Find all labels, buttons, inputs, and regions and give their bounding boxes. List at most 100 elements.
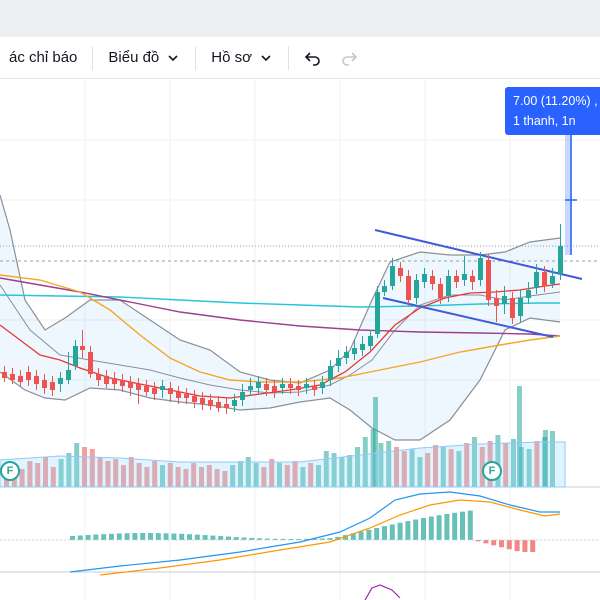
chevron-down-icon: [261, 54, 271, 61]
macd-bar: [335, 536, 341, 540]
candle-body: [304, 384, 309, 388]
macd-bar: [499, 540, 504, 548]
macd-bar: [405, 521, 411, 540]
volume-bar: [144, 467, 150, 487]
candle-body: [382, 286, 387, 292]
candle-body: [240, 392, 245, 400]
macd-line: [69, 491, 560, 573]
volume-bar: [222, 471, 228, 487]
macd-bar: [70, 536, 75, 540]
candle-body: [128, 382, 133, 388]
candle-body: [120, 380, 125, 386]
candle-body: [296, 386, 301, 390]
candle-body: [414, 280, 419, 298]
macd-bar: [280, 538, 286, 540]
candle-body: [288, 384, 293, 388]
macd-bar: [179, 533, 185, 540]
macd-bar: [460, 511, 465, 540]
volume-bar: [89, 449, 95, 487]
candle-body: [550, 276, 555, 284]
volume-bar: [339, 457, 345, 487]
macd-bar: [101, 534, 107, 540]
candle-body: [368, 336, 373, 346]
volume-bar: [261, 467, 267, 487]
candle-body: [168, 388, 173, 394]
volume-bar: [401, 451, 407, 487]
redo-button[interactable]: [331, 43, 367, 73]
candle-body: [42, 380, 47, 388]
macd-bar: [140, 533, 146, 540]
volume-bar: [230, 465, 236, 487]
measure-bars-text: 1 thanh, 1n: [513, 114, 576, 128]
macd-bar: [452, 512, 458, 540]
price-chart[interactable]: [0, 80, 600, 600]
candle-body: [208, 400, 213, 406]
candle-body: [112, 378, 117, 384]
rsi-line: [364, 584, 401, 600]
candle-body: [446, 276, 451, 296]
volume-bar: [160, 465, 165, 487]
macd-bar: [272, 538, 278, 540]
volume-bar: [214, 469, 220, 487]
volume-bar: [105, 461, 111, 487]
macd-bar: [116, 533, 122, 540]
chart-type-dropdown[interactable]: Biểu đồ: [99, 43, 189, 73]
trendline-lower[interactable]: [382, 297, 554, 338]
profile-dropdown[interactable]: Hồ sơ: [202, 43, 282, 73]
candle-body: [10, 374, 15, 380]
macd-bar: [148, 533, 153, 540]
candle-body: [320, 382, 325, 388]
candle-body: [510, 298, 515, 318]
macd-bar: [163, 533, 169, 540]
financial-event-badge[interactable]: F: [0, 461, 20, 481]
macd-bar: [374, 527, 380, 540]
volume-bar: [300, 467, 306, 487]
volume-bar: [511, 439, 516, 487]
volume-bar: [362, 437, 368, 487]
volume-bar: [97, 457, 103, 487]
candle-body: [360, 344, 365, 350]
candle-body: [280, 384, 285, 388]
indicators-button[interactable]: ác chỉ báo: [0, 43, 86, 73]
candle-body: [478, 258, 483, 280]
volume-bar: [308, 463, 314, 487]
macd-signal-line: [99, 499, 561, 576]
candlestick-series[interactable]: [2, 224, 563, 414]
financial-event-badge[interactable]: F: [482, 461, 502, 481]
candle-body: [272, 386, 277, 392]
candle-body: [224, 404, 229, 408]
macd-bar: [77, 535, 83, 540]
macd-bar: [226, 536, 231, 540]
volume-bar: [323, 451, 329, 487]
candle-body: [502, 296, 507, 304]
macd-bar: [467, 510, 473, 540]
macd-bar: [397, 522, 403, 540]
macd-bar: [522, 540, 528, 552]
macd-bar: [436, 515, 442, 540]
volume-bar: [43, 457, 48, 487]
volume-bar: [550, 431, 555, 487]
volume-bar: [347, 455, 353, 487]
macd-bar: [491, 540, 497, 546]
macd-bar: [124, 533, 130, 540]
trendline-upper[interactable]: [374, 229, 583, 280]
candle-body: [542, 272, 547, 286]
undo-button[interactable]: [295, 43, 331, 73]
candle-body: [328, 366, 333, 380]
macd-bar: [304, 538, 309, 540]
redo-icon: [342, 51, 358, 66]
macd-bar: [483, 540, 489, 544]
volume-bar: [58, 459, 64, 487]
volume-bar: [464, 443, 470, 487]
bollinger-lower-line: [0, 317, 561, 441]
macd-bar: [350, 533, 356, 540]
volume-bar: [284, 465, 290, 487]
volume-bar: [386, 441, 392, 487]
macd-bar: [187, 534, 192, 540]
bollinger-upper-line: [0, 194, 561, 384]
profile-label: Hồ sơ: [211, 49, 252, 66]
volume-bar: [269, 459, 275, 487]
volume-bar: [113, 459, 119, 487]
volume-bar: [517, 386, 522, 487]
volume-bar: [448, 449, 454, 487]
